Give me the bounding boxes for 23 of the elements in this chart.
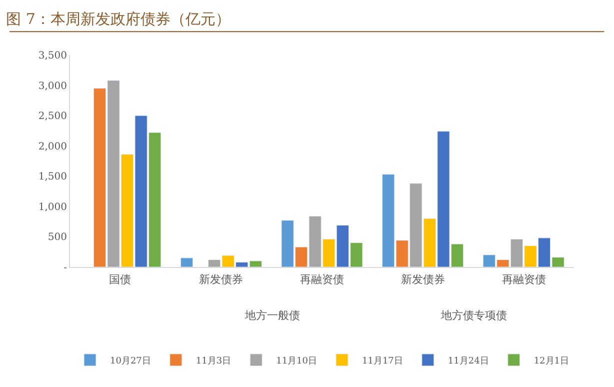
y-tick-label: 3,000 [38,80,67,92]
chart-title: 图 7：本周新发政府债券（亿元） [6,10,230,28]
legend-label: 11月10日 [276,356,317,366]
text: 地方一般债 [244,309,300,322]
bar [180,258,194,267]
x-tick-label: 新发债券 [199,273,243,286]
y-tick-label: 1,000 [38,202,67,213]
legend-label: 11月17日 [362,356,403,366]
y-tick-label: - [64,262,67,274]
x-tick-label: 再融资债 [300,273,344,286]
y-tick-label: 500 [48,232,67,244]
legend-label: 11月24日 [448,356,489,366]
legend-label: 11月3日 [196,356,232,366]
legend-label: 10月27日 [110,356,151,366]
x-tick-label: 新发债券 [401,273,445,286]
y-tick-label: 2,000 [38,141,67,152]
x-tick-label: 国债 [109,273,131,286]
legend-label: 12月1日 [534,356,569,366]
text: 地方债专项债 [440,309,507,322]
x-tick-label: 再融资债 [502,273,546,286]
y-tick-label: 1,500 [38,172,67,183]
y-tick-label: 2,500 [38,111,67,122]
y-tick-label: 3,500 [38,50,67,62]
